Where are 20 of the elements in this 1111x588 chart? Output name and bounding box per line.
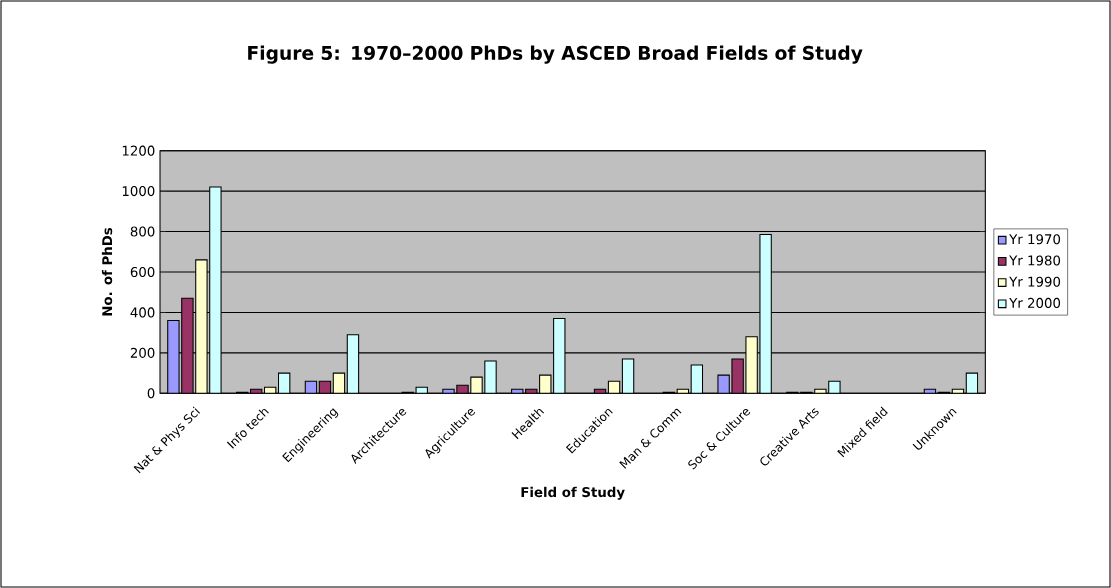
y-axis-title: No. of PhDs xyxy=(101,227,113,316)
bar xyxy=(690,364,704,394)
y-tick-label: 600 xyxy=(130,266,155,278)
y-tick-label: 1000 xyxy=(122,186,155,197)
y-tick-label: 800 xyxy=(130,226,155,237)
chart-title: Figure 5: 1970–2000 PhDs by ASCED Broad Fields of Study xyxy=(248,45,863,64)
bar xyxy=(621,358,635,394)
bar xyxy=(965,372,979,394)
bar xyxy=(277,372,291,394)
bar xyxy=(318,380,332,394)
legend-label: Yr 1980 xyxy=(1009,255,1061,266)
y-tick-label: 0 xyxy=(147,388,155,399)
y-tick-label: 200 xyxy=(130,347,155,358)
legend-label: Yr 2000 xyxy=(1009,297,1061,308)
legend-label: Yr 1990 xyxy=(1009,276,1061,287)
legend-label: Yr 1970 xyxy=(1009,234,1061,245)
x-axis-title: Field of Study xyxy=(521,486,625,500)
bar xyxy=(470,376,483,394)
y-tick-label: 1200 xyxy=(122,145,155,156)
y-tick-label: 400 xyxy=(130,307,155,318)
